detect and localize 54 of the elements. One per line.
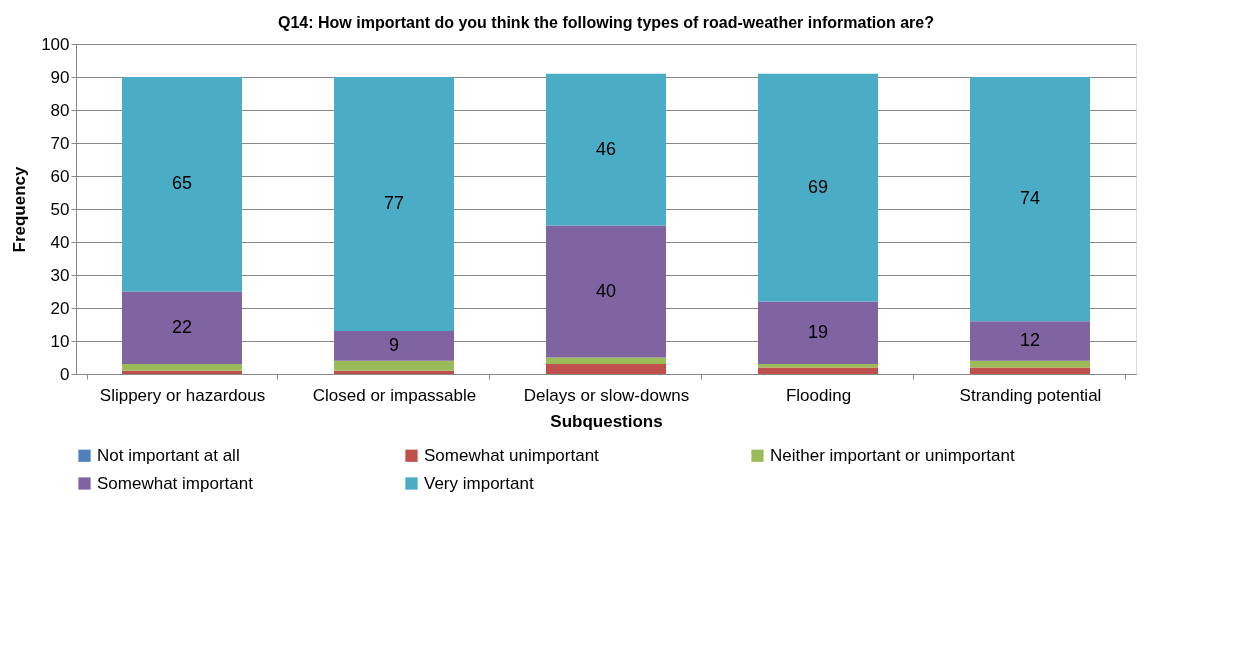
bar <box>970 360 1090 368</box>
y-tick-label: 50 <box>50 199 70 219</box>
x-axis-title: Subquestions <box>550 411 663 431</box>
y-axis-title: Frequency <box>10 165 30 253</box>
bar <box>122 291 242 365</box>
bar <box>970 367 1090 374</box>
bar <box>758 364 878 368</box>
data-label: 19 <box>807 321 829 342</box>
bar <box>970 321 1090 361</box>
bar <box>334 331 454 361</box>
bar <box>122 77 242 292</box>
data-label: 69 <box>807 176 829 197</box>
bar <box>122 370 242 374</box>
data-label: 74 <box>1019 188 1041 209</box>
y-tick-label: 40 <box>50 232 70 252</box>
y-tick-label: 90 <box>50 67 70 87</box>
bar <box>546 364 666 374</box>
y-tick-label: 70 <box>50 133 70 153</box>
chart-title: Q14: How important do you think the following types of road-weather information are? <box>277 14 935 31</box>
data-label: 65 <box>171 173 193 194</box>
x-tick-label: Closed or impassable <box>312 385 477 405</box>
x-tick-label: Delays or slow-downs <box>523 385 690 405</box>
y-tick-label: 0 <box>60 364 70 384</box>
bar <box>758 301 878 365</box>
legend-label: Neither important or unimportant <box>770 445 1015 465</box>
legend-label: Somewhat unimportant <box>424 445 600 465</box>
bar <box>970 77 1090 322</box>
bar <box>334 77 454 332</box>
data-label: 12 <box>1019 330 1041 350</box>
bar <box>546 357 666 365</box>
data-label: 9 <box>388 334 400 355</box>
data-label: 77 <box>383 193 405 214</box>
y-tick-label: 60 <box>50 166 70 186</box>
bar <box>546 73 666 226</box>
y-tick-label: 100 <box>41 34 70 54</box>
x-tick-label: Slippery or hazardous <box>99 385 266 405</box>
y-tick-label: 30 <box>50 265 70 285</box>
y-tick-label: 80 <box>50 100 70 120</box>
bar <box>758 367 878 374</box>
y-tick-label: 10 <box>50 331 70 351</box>
data-label: 40 <box>595 280 617 301</box>
data-label: 22 <box>171 316 193 337</box>
bar <box>546 225 666 358</box>
x-tick-label: Flooding <box>785 385 852 405</box>
data-label: 46 <box>595 138 617 159</box>
bar <box>122 364 242 371</box>
bar <box>334 370 454 374</box>
y-tick-label: 20 <box>50 298 70 318</box>
legend-label: Very important <box>424 473 534 493</box>
legend-label: Somewhat important <box>97 473 254 493</box>
bar <box>758 73 878 302</box>
x-tick-label: Stranding potential <box>959 385 1102 405</box>
legend-label: Not important at all <box>97 445 240 465</box>
bar <box>334 360 454 371</box>
